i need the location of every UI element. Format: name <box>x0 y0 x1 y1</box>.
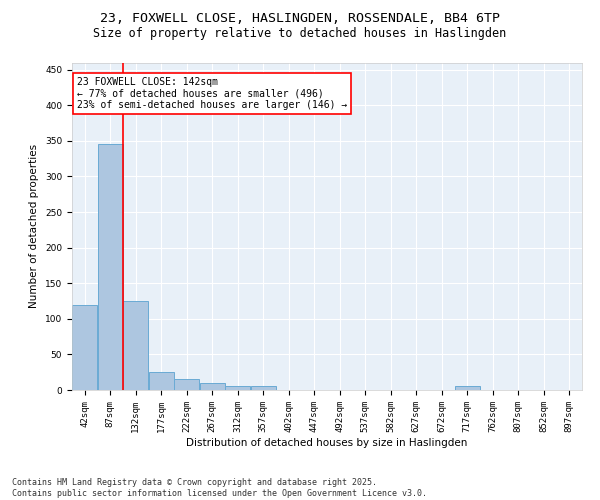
Text: Size of property relative to detached houses in Haslingden: Size of property relative to detached ho… <box>94 28 506 40</box>
Bar <box>72 304 97 390</box>
Text: 23, FOXWELL CLOSE, HASLINGDEN, ROSSENDALE, BB4 6TP: 23, FOXWELL CLOSE, HASLINGDEN, ROSSENDAL… <box>100 12 500 26</box>
Bar <box>200 383 225 390</box>
Bar <box>98 144 123 390</box>
Bar <box>174 380 199 390</box>
Bar <box>225 386 250 390</box>
Bar <box>455 386 480 390</box>
Text: Contains HM Land Registry data © Crown copyright and database right 2025.
Contai: Contains HM Land Registry data © Crown c… <box>12 478 427 498</box>
Bar <box>123 301 148 390</box>
Bar <box>149 372 174 390</box>
Y-axis label: Number of detached properties: Number of detached properties <box>29 144 40 308</box>
Text: 23 FOXWELL CLOSE: 142sqm
← 77% of detached houses are smaller (496)
23% of semi-: 23 FOXWELL CLOSE: 142sqm ← 77% of detach… <box>77 76 347 110</box>
Bar <box>251 386 276 390</box>
X-axis label: Distribution of detached houses by size in Haslingden: Distribution of detached houses by size … <box>187 438 467 448</box>
